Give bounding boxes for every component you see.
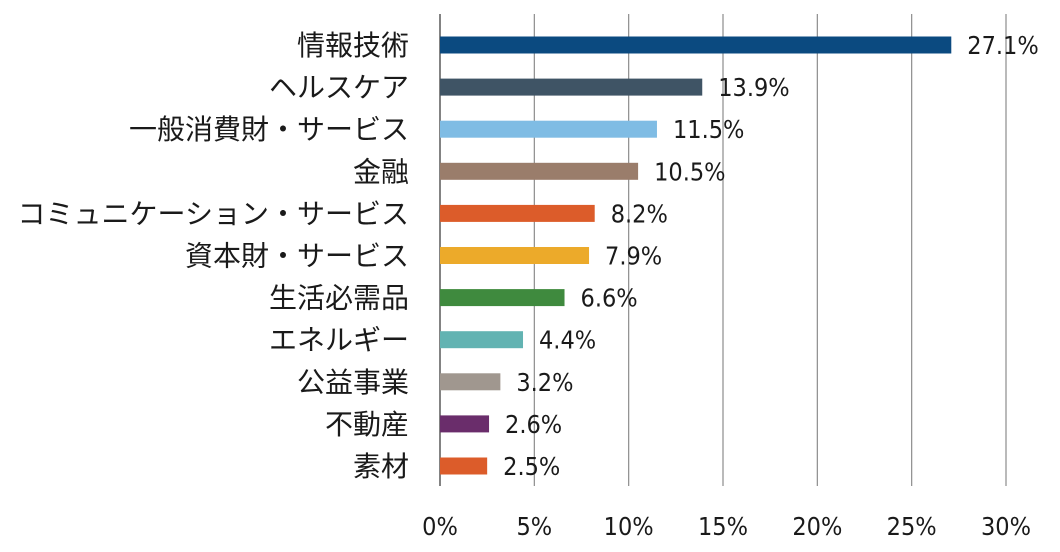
value-label-5: 7.9% <box>605 242 662 271</box>
category-label-4: コミュニケーション・サービス <box>18 197 409 230</box>
bar-7 <box>440 331 524 349</box>
tick-label-5: 5% <box>516 512 552 541</box>
category-label-7: エネルギー <box>269 324 409 357</box>
value-label-4: 8.2% <box>611 199 668 228</box>
tick-label-15: 15% <box>698 512 748 541</box>
tick-label-0: 0% <box>422 512 458 541</box>
value-label-7: 4.4% <box>539 326 596 355</box>
category-label-10: 素材 <box>353 450 409 483</box>
tick-label-30: 30% <box>981 512 1031 541</box>
value-label-10: 2.5% <box>503 452 560 481</box>
tick-label-10: 10% <box>604 512 654 541</box>
bar-1 <box>440 78 703 96</box>
category-label-6: 生活必需品 <box>269 282 409 315</box>
value-label-8: 3.2% <box>516 368 573 397</box>
category-label-3: 金融 <box>353 155 409 188</box>
category-label-1: ヘルスケア <box>269 71 409 104</box>
value-label-2: 11.5% <box>673 115 744 144</box>
category-label-0: 情報技術 <box>297 29 409 62</box>
x-axis-tick-labels: 0% 5% 10% 15% 20% 25% 30% <box>422 512 1031 541</box>
bar-9 <box>440 415 490 433</box>
bar-10 <box>440 457 488 475</box>
category-labels: 情報技術ヘルスケア一般消費財・サービス金融コミュニケーション・サービス資本財・サ… <box>18 29 409 483</box>
bars <box>440 36 952 475</box>
category-label-5: 資本財・サービス <box>185 240 409 273</box>
bar-3 <box>440 162 639 180</box>
bar-0 <box>440 36 952 54</box>
value-label-1: 13.9% <box>718 73 789 102</box>
category-label-8: 公益事業 <box>297 366 409 399</box>
tick-label-20: 20% <box>792 512 842 541</box>
bar-6 <box>440 289 565 307</box>
bar-4 <box>440 204 595 222</box>
tick-label-25: 25% <box>887 512 937 541</box>
bar-5 <box>440 247 590 264</box>
value-labels: 27.1% 13.9% 11.5% 10.5% 8.2% 7.9% 6.6% 4.4% 3.2%… <box>503 31 1039 481</box>
bar-8 <box>440 373 501 391</box>
value-label-3: 10.5% <box>654 157 725 186</box>
bar-2 <box>440 120 657 138</box>
category-label-9: 不動産 <box>325 408 409 441</box>
value-label-0: 27.1% <box>967 31 1038 60</box>
category-label-2: 一般消費財・サービス <box>129 113 409 146</box>
value-label-9: 2.6% <box>505 410 562 439</box>
value-label-6: 6.6% <box>581 284 638 313</box>
